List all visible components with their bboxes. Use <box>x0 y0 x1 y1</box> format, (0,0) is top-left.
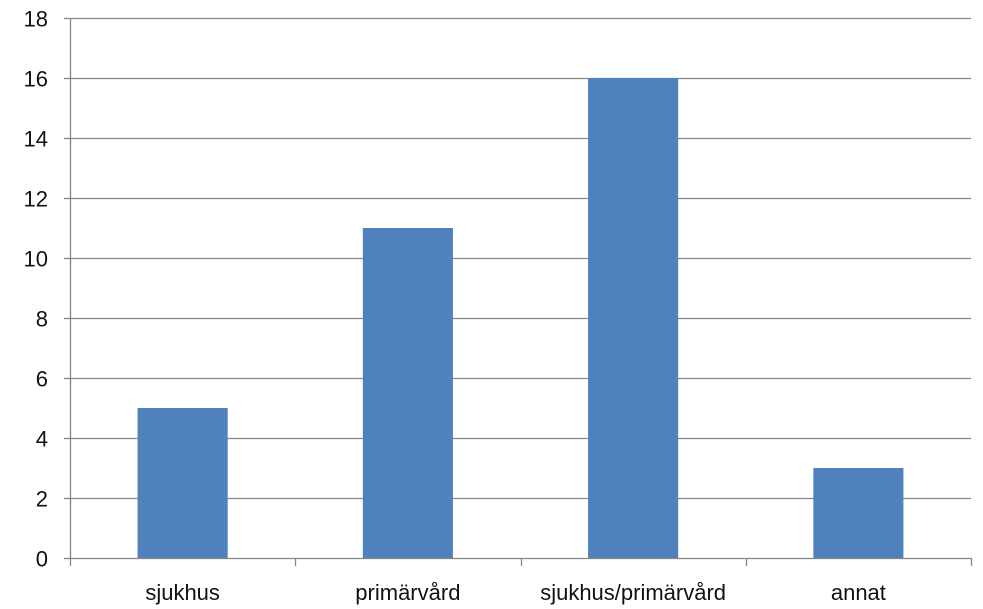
y-tick-label: 8 <box>36 307 48 332</box>
x-tick-label: sjukhus <box>145 580 220 605</box>
x-tick-label: annat <box>831 580 886 605</box>
x-tick-label: sjukhus/primärvård <box>540 580 726 605</box>
y-tick-label: 6 <box>36 367 48 392</box>
y-tick-label: 4 <box>36 427 48 452</box>
y-tick-label: 12 <box>24 187 48 212</box>
y-tick-label: 16 <box>24 67 48 92</box>
axes <box>64 17 973 566</box>
y-tick-label: 14 <box>24 127 48 152</box>
y-tick-label: 10 <box>24 247 48 272</box>
y-tick-label: 2 <box>36 487 48 512</box>
bar-2 <box>588 78 679 558</box>
x-tick-label: primärvård <box>355 580 460 605</box>
bar-3 <box>813 468 904 558</box>
x-tick-labels: sjukhus primärvård sjukhus/primärvård annat <box>145 580 886 605</box>
bars <box>137 78 904 558</box>
bar-1 <box>362 228 453 558</box>
y-tick-labels: 0 2 4 6 8 10 12 14 16 18 <box>24 7 48 572</box>
y-tick-label: 18 <box>24 7 48 32</box>
y-tick-label: 0 <box>36 547 48 572</box>
bar-0 <box>137 408 228 558</box>
